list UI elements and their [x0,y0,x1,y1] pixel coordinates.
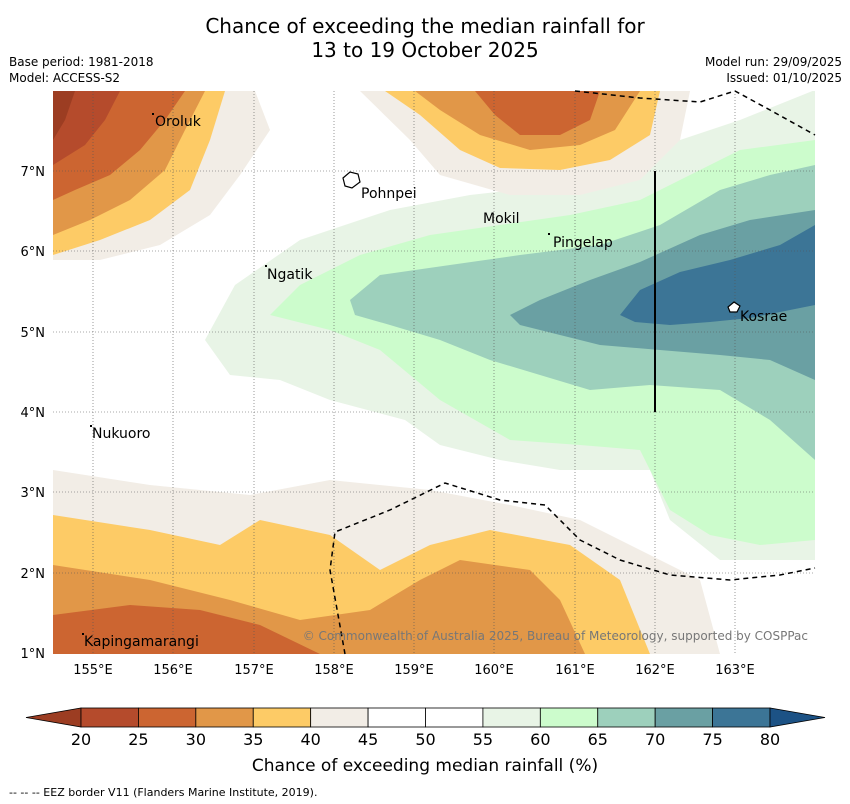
graticule [53,91,815,654]
lon-tick-label: 163°E [715,663,755,678]
colorbar-tick-label: 75 [702,730,722,749]
lon-tick-label: 161°E [555,663,595,678]
ngatik-atoll [265,265,267,267]
colorbar: 20 25 30 35 40 45 50 55 60 65 70 75 80 [25,707,826,749]
eez-border [329,90,816,655]
colorbar-label: Chance of exceeding median rainfall (%) [251,756,599,776]
lat-tick-label: 7°N [21,165,46,180]
lat-tick-label: 5°N [21,326,46,341]
colorbar-swatch [482,707,541,728]
colorbar-extend-low [25,707,82,728]
place-label: Nukuoro [92,426,150,442]
lat-tick-label: 2°N [21,567,46,582]
band-25-30-topcenter [475,91,600,135]
model-name: Model: ACCESS-S2 [9,71,121,85]
lat-tick-label: 3°N [21,486,46,501]
lon-tick-label: 158°E [314,663,354,678]
oroluk-atoll [152,113,154,115]
colorbar-swatch [597,707,656,728]
colorbar-tick-label: 25 [128,730,148,749]
kosrae-island [727,301,741,313]
place-label: Oroluk [155,114,202,130]
colorbar-tick-label: 65 [588,730,608,749]
lon-tick-label: 160°E [474,663,514,678]
colorbar-tick-label: 60 [530,730,550,749]
place-label: Pingelap [553,235,613,251]
colorbar-swatch [138,707,197,728]
nukuoro-atoll [90,425,92,427]
eez-footer-note: -- -- -- EEZ border V11 (Flanders Marine… [9,786,318,799]
place-label: Kosrae [740,309,787,325]
colorbar-tick-label: 45 [358,730,378,749]
place-label: Pohnpei [361,186,417,202]
band-below-20-topleft [53,91,75,140]
model-run: Model run: 29/09/2025 [704,55,842,69]
colorbar-swatch [425,707,484,728]
place-label: Mokil [483,211,520,227]
issued-date: Issued: 01/10/2025 [726,71,842,85]
map-title-line1: Chance of exceeding the median rainfall … [205,14,645,38]
colorbar-swatch [252,707,312,728]
lon-tick-label: 155°E [73,663,113,678]
colorbar-swatch [195,707,254,728]
lon-tick-label: 156°E [153,663,193,678]
colorbar-tick-label: 30 [186,730,206,749]
lon-tick-label: 162°E [635,663,675,678]
colorbar-tick-label: 50 [415,730,435,749]
colorbar-swatch [80,707,139,728]
colorbar-swatch [712,707,771,728]
band-25-30-bottom [53,605,320,654]
colorbar-tick-label: 55 [473,730,493,749]
copyright-notice: © Commonwealth of Australia 2025, Bureau… [303,629,808,643]
base-period: Base period: 1981-2018 [9,55,154,69]
colorbar-extend-high [769,707,826,728]
kapingamarangi-atoll [82,633,84,635]
band-75-80 [620,225,815,325]
lon-tick-label: 157°E [234,663,274,678]
lat-tick-label: 4°N [21,406,46,421]
place-label: Ngatik [267,267,313,283]
place-label: Kapingamarangi [84,634,199,650]
contour-layer [53,91,815,654]
pohnpei-island [342,171,361,189]
lat-tick-label: 6°N [21,245,46,260]
colorbar-swatch [539,707,599,728]
colorbar-tick-label: 20 [71,730,91,749]
colorbar-tick-label: 70 [645,730,665,749]
colorbar-swatch [654,707,713,728]
lat-tick-label: 1°N [21,647,46,662]
colorbar-tick-label: 80 [760,730,780,749]
band-20-25-topleft [53,91,120,165]
map-title-line2: 13 to 19 October 2025 [311,38,539,62]
colorbar-swatch [367,707,426,728]
lon-tick-label: 159°E [394,663,434,678]
pingelap-atoll [548,233,550,235]
colorbar-tick-label: 40 [300,730,320,749]
colorbar-tick-label: 35 [243,730,263,749]
colorbar-swatch [310,707,369,728]
